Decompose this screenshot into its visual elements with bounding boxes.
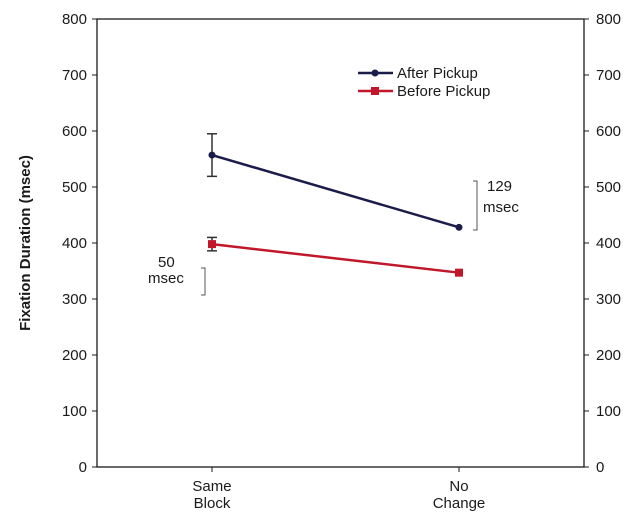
left-tick-label: 100 — [62, 403, 87, 420]
data-point-before-pickup — [455, 268, 463, 277]
data-point-after-pickup — [455, 223, 463, 231]
left-tick-label: 0 — [79, 459, 87, 476]
right-tick-label: 800 — [596, 11, 621, 28]
legend-marker-before-pickup — [371, 87, 379, 95]
right-tick-label: 200 — [596, 347, 621, 364]
right-tick-label: 100 — [596, 403, 621, 420]
annotation-right-value: 129 — [487, 178, 512, 195]
plot-area — [96, 18, 585, 468]
legend-label-after-pickup: After Pickup — [397, 65, 478, 82]
annotation-left-unit: msec — [148, 270, 184, 287]
right-tick-label: 700 — [596, 67, 621, 84]
right-tick-label: 400 — [596, 235, 621, 252]
annotation-left-value: 50 — [158, 254, 175, 271]
left-tick-label: 200 — [62, 347, 87, 364]
x-tick-label: No — [449, 478, 468, 495]
x-tick-label: Same — [192, 478, 231, 495]
left-tick-label: 700 — [62, 67, 87, 84]
annotation-50-msec: 50 msec — [148, 254, 206, 296]
legend-label-before-pickup: Before Pickup — [397, 83, 490, 100]
data-point-before-pickup — [208, 240, 216, 249]
left-tick-label: 300 — [62, 291, 87, 308]
annotation-right-unit: msec — [483, 199, 519, 216]
series-line-before-pickup — [211, 242, 460, 274]
legend-marker-after-pickup — [371, 69, 379, 77]
data-point-after-pickup — [208, 151, 216, 159]
x-tick-label: Block — [194, 495, 231, 512]
annotation-bracket-left — [201, 267, 206, 296]
right-y-axis: 0 100 200 300 400 500 600 700 800 — [584, 11, 621, 476]
left-tick-label: 600 — [62, 123, 87, 140]
left-y-axis: 0 100 200 300 400 500 600 700 800 — [62, 11, 97, 476]
annotation-bracket-right — [473, 180, 478, 231]
annotation-129-msec: 129 msec — [473, 178, 519, 231]
right-tick-label: 300 — [596, 291, 621, 308]
y-axis-title: Fixation Duration (msec) — [17, 155, 34, 331]
left-tick-label: 500 — [62, 179, 87, 196]
left-tick-label: 800 — [62, 11, 87, 28]
right-tick-label: 600 — [596, 123, 621, 140]
x-tick-label: Change — [433, 495, 486, 512]
legend: After Pickup Before Pickup — [358, 65, 490, 100]
right-tick-label: 500 — [596, 179, 621, 196]
right-tick-label: 0 — [596, 459, 604, 476]
left-tick-label: 400 — [62, 235, 87, 252]
series-line-after-pickup — [211, 153, 460, 229]
series-layer — [207, 133, 463, 277]
